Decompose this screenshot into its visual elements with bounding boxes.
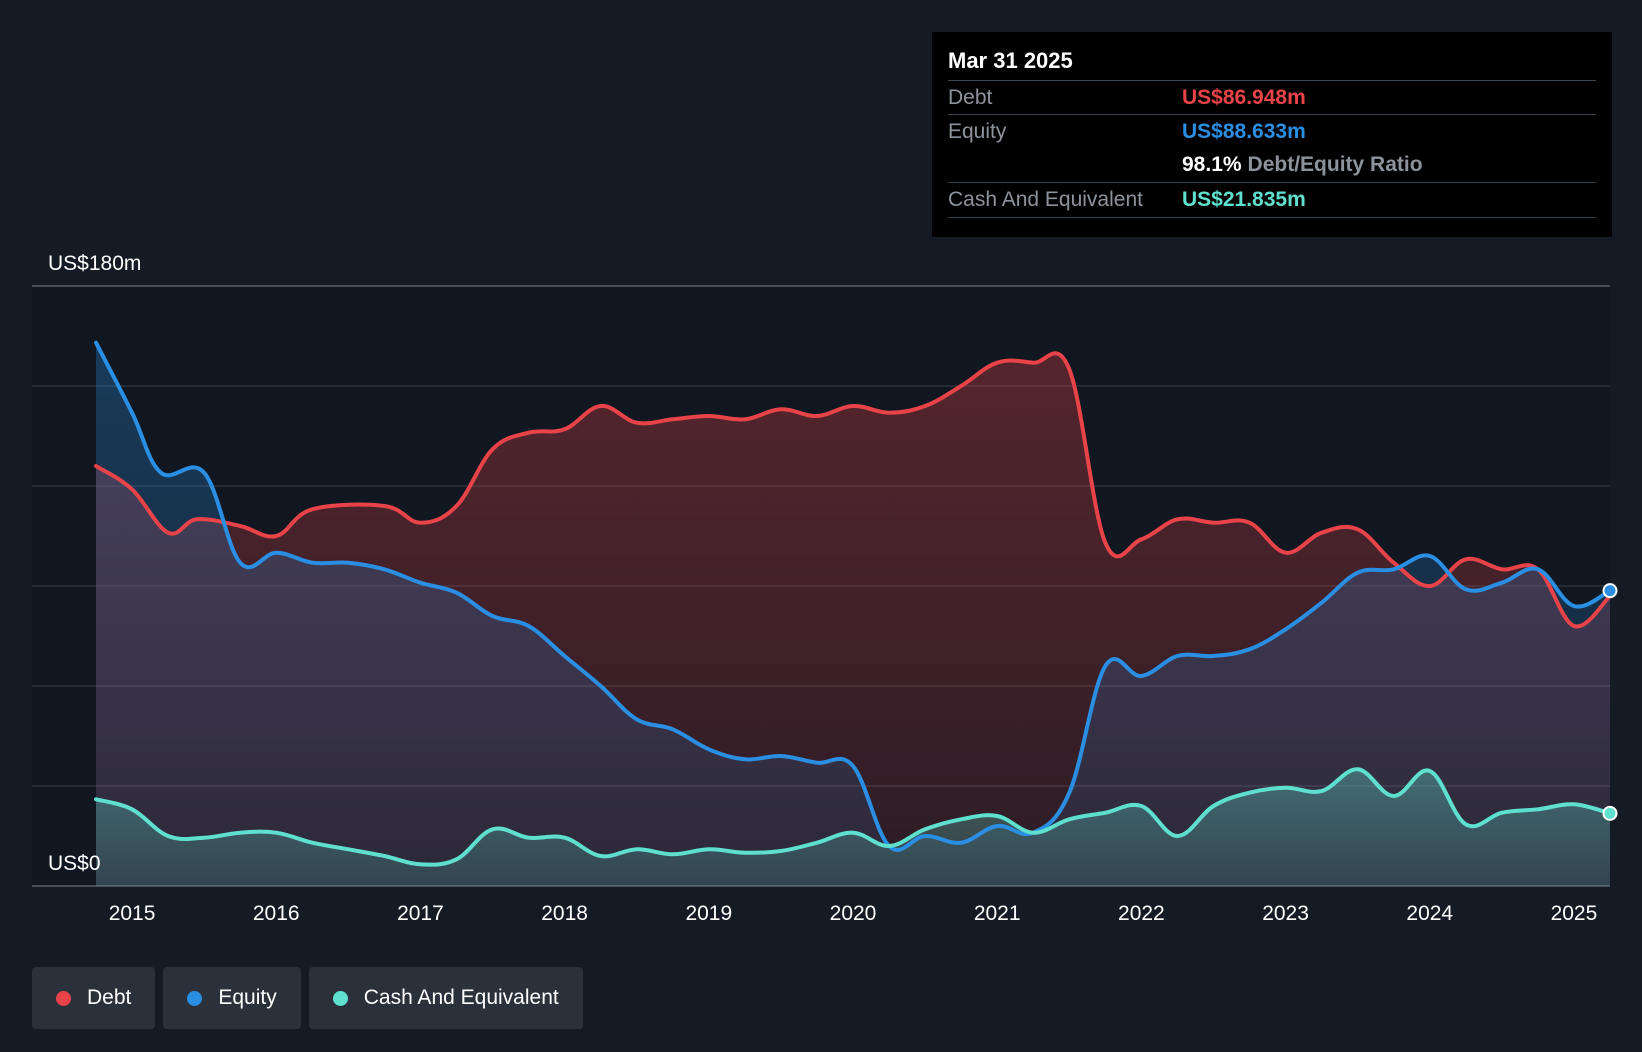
x-tick-2022: 2022 [1118, 902, 1165, 925]
legend-item-equity[interactable]: Equity [163, 967, 301, 1029]
cash-dot-icon [332, 990, 348, 1006]
x-tick-2015: 2015 [109, 902, 156, 925]
equity-end-marker [1602, 583, 1618, 599]
legend-debt-label: Debt [87, 986, 132, 1009]
tooltip-ratio-value: 98.1% [1182, 153, 1242, 176]
x-tick-2021: 2021 [974, 902, 1021, 925]
tooltip-date: Mar 31 2025 [948, 48, 1073, 73]
tooltip-cash-label: Cash And Equivalent [948, 188, 1143, 211]
x-tick-2018: 2018 [541, 902, 588, 925]
x-tick-2016: 2016 [253, 902, 300, 925]
debt-dot-icon [56, 990, 71, 1006]
tooltip-row-debt: Debt US$86.948m [948, 80, 1596, 114]
x-axis-ticks: 2015 2016 2017 2018 2019 2020 2021 2022 2023 2024… [109, 902, 1598, 925]
x-tick-2020: 2020 [830, 902, 877, 925]
tooltip-ratio-label: Debt/Equity Ratio [1247, 153, 1423, 176]
legend-item-debt[interactable]: Debt [32, 967, 156, 1029]
legend-item-cash[interactable]: Cash And Equivalent [308, 967, 583, 1029]
end-markers [1602, 583, 1618, 821]
x-tick-2019: 2019 [685, 902, 732, 925]
cash-end-marker [1602, 805, 1618, 821]
x-tick-2024: 2024 [1406, 902, 1453, 925]
x-tick-2023: 2023 [1262, 902, 1309, 925]
tooltip-debt-value: US$86.948m [1182, 85, 1306, 109]
x-tick-2017: 2017 [397, 902, 444, 925]
cash-line [94, 767, 1612, 867]
debt-line [94, 351, 1612, 629]
series-lines [94, 340, 1612, 867]
legend-equity-label: Equity [218, 986, 277, 1009]
y-axis-bottom-label: US$0 [48, 852, 101, 875]
tooltip-cash-value: US$21.835m [1182, 188, 1306, 211]
tooltip-debt-label: Debt [948, 85, 993, 109]
equity-dot-icon [187, 990, 203, 1006]
tooltip-panel: Mar 31 2025 Debt US$86.948m Equity US$88… [932, 32, 1612, 237]
tooltip-row-cash: Cash And Equivalent US$21.835m [948, 182, 1596, 218]
tooltip-row-ratio: 98.1% Debt/Equity Ratio [948, 148, 1596, 182]
y-axis-top-label: US$180m [48, 252, 141, 275]
x-tick-2025: 2025 [1551, 902, 1598, 925]
tooltip-row-equity: Equity US$88.633m [948, 114, 1596, 148]
tooltip-equity-label: Equity [948, 119, 1007, 143]
equity-line [94, 340, 1612, 852]
tooltip-equity-value: US$88.633m [1182, 119, 1306, 143]
equity-area [96, 342, 1610, 886]
chart-legend: Debt Equity Cash And Equivalent [32, 967, 583, 1029]
legend-cash-label: Cash And Equivalent [363, 986, 559, 1009]
